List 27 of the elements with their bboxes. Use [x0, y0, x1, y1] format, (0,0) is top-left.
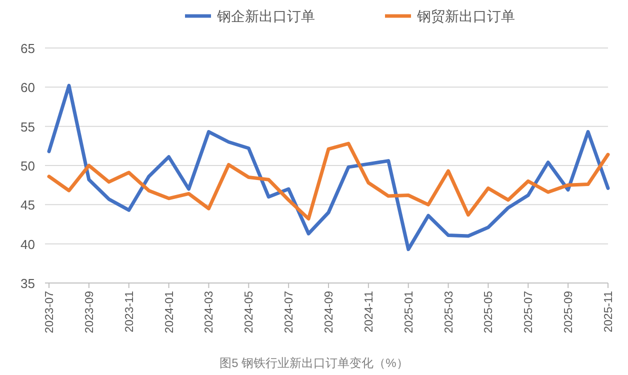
x-tick-label: 2024-11 [363, 291, 376, 332]
x-tick-label: 2025-01 [403, 291, 416, 334]
x-tick-label: 2025-03 [443, 291, 456, 334]
y-tick-label: 35 [20, 276, 35, 291]
x-tick-label: 2023-09 [84, 291, 96, 334]
line-series [47, 142, 610, 221]
x-tick-label: 2024-05 [244, 291, 256, 334]
y-tick-label: 60 [20, 80, 35, 96]
x-tick-label: 2024-01 [164, 291, 176, 334]
x-tick-label: 2024-09 [324, 291, 336, 334]
y-tick-label: 55 [20, 119, 35, 134]
line-series [47, 84, 610, 252]
caption: 图5 钢铁行业新出口订单变化（%） [220, 356, 408, 370]
x-tick-label: 2025-11 [603, 291, 615, 332]
x-tick-label: 2025-07 [523, 291, 536, 334]
y-tick-label: 40 [20, 236, 35, 252]
y-tick-label: 50 [20, 158, 35, 174]
x-tick-label: 2023-11 [124, 291, 136, 332]
x-tick-label: 2024-03 [204, 291, 216, 334]
x-tick-label: 2024-07 [284, 291, 296, 334]
x-tick-label: 2025-05 [483, 291, 496, 334]
y-tick-label: 65 [20, 41, 35, 56]
x-tick-label: 2023-07 [44, 291, 56, 334]
legend-label: 钢企新出口订单 [216, 8, 315, 24]
legend-label: 钢贸新出口订单 [416, 8, 515, 24]
y-tick-label: 45 [20, 198, 35, 213]
x-tick-label: 2025-09 [563, 291, 576, 334]
